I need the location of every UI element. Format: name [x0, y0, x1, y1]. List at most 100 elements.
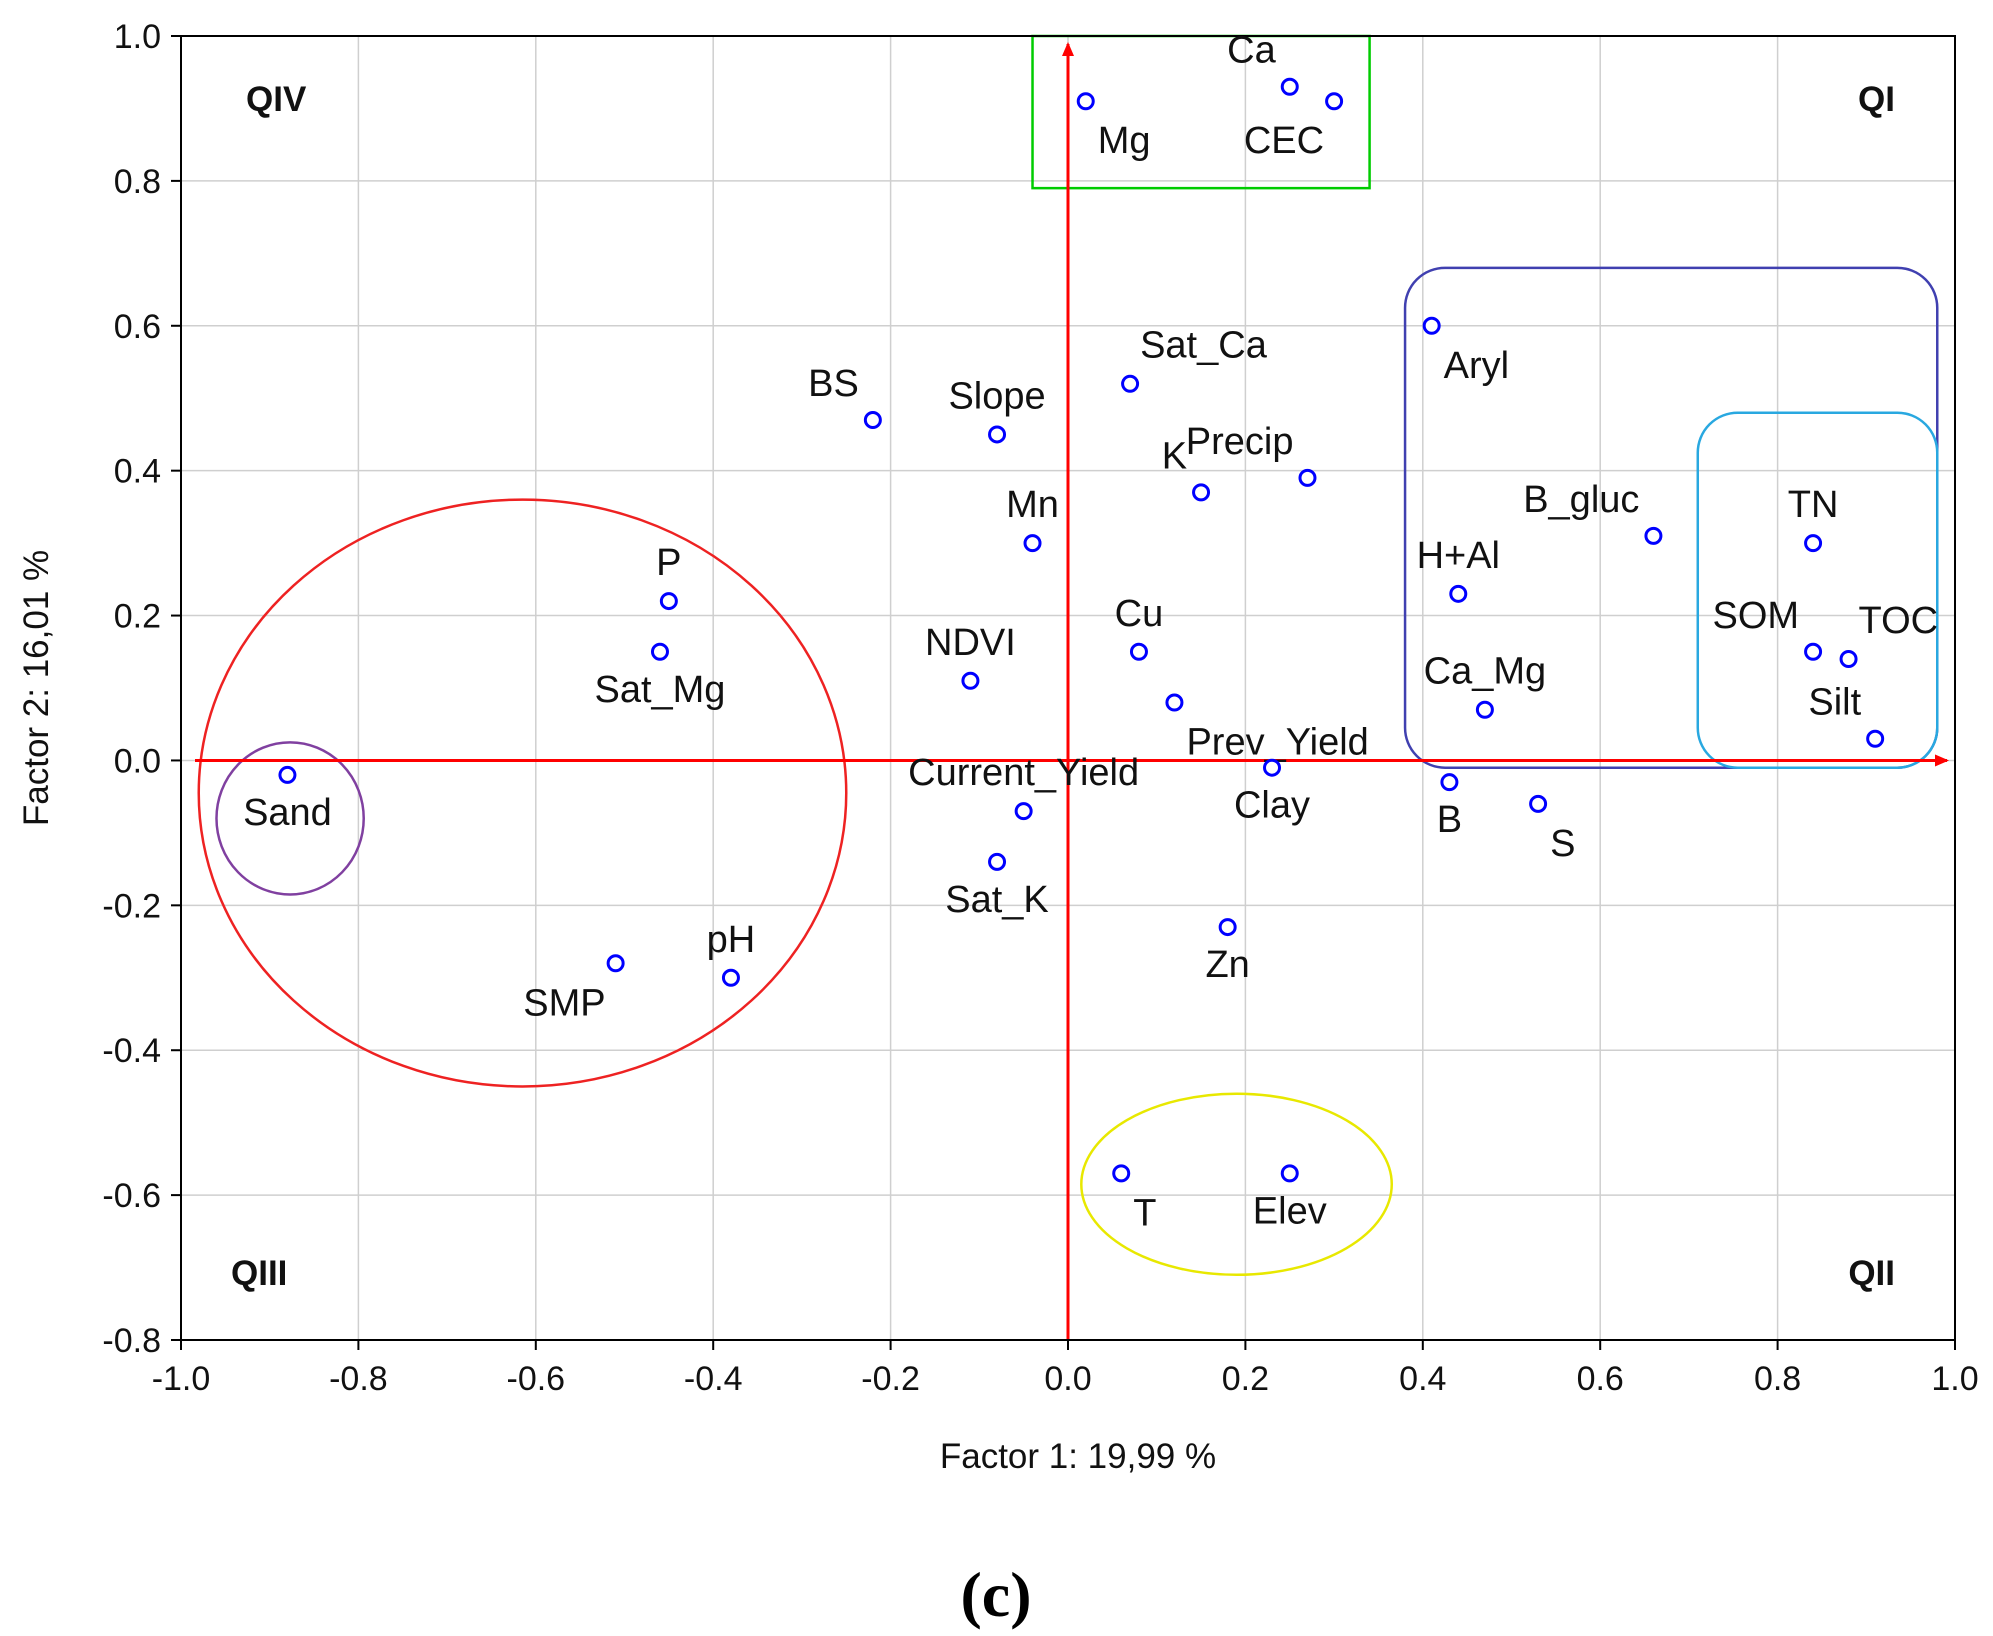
- point-label: Prev_Yield: [1186, 721, 1368, 763]
- quadrant-labels: QI QII QIII QIV: [231, 80, 1895, 1293]
- x-tick-label: -0.8: [329, 1360, 388, 1398]
- point-marker: [1529, 794, 1548, 813]
- quadrant-label: QIII: [231, 1254, 287, 1293]
- point-marker: [1839, 650, 1858, 669]
- y-tick-label: -0.6: [102, 1177, 161, 1215]
- point-marker: [1280, 77, 1299, 96]
- group-ellipse: [197, 498, 848, 1088]
- point-marker: [1192, 483, 1211, 502]
- point-marker: [863, 410, 882, 429]
- point-marker: [721, 968, 740, 987]
- x-tick-label: -0.6: [507, 1360, 566, 1398]
- axes-arrows: [195, 42, 1949, 1340]
- x-tick-label: 1.0: [1931, 1360, 1978, 1398]
- point-label: NDVI: [925, 622, 1016, 664]
- y-tick-label: -0.2: [102, 887, 161, 925]
- quadrant-label: QI: [1858, 80, 1895, 119]
- point-label: Clay: [1234, 785, 1310, 827]
- point-marker: [1804, 642, 1823, 661]
- point-label: Slope: [948, 375, 1045, 417]
- point-marker: [1263, 758, 1282, 777]
- point-label: Sand: [243, 792, 332, 834]
- point-label: Current_Yield: [908, 752, 1139, 794]
- point-marker: [1644, 526, 1663, 545]
- point-marker: [961, 671, 980, 690]
- point-label: S: [1550, 823, 1575, 865]
- point-label: Aryl: [1444, 345, 1509, 387]
- point-label: Sat_Ca: [1140, 325, 1268, 367]
- y-tick-label: 0.8: [114, 163, 161, 201]
- quadrant-label: QIV: [246, 80, 307, 119]
- point-marker: [1804, 534, 1823, 553]
- point-label: SOM: [1713, 595, 1800, 637]
- y-tick-label: 0.4: [114, 453, 161, 491]
- point-marker: [1023, 534, 1042, 553]
- x-tick-label: 0.4: [1399, 1360, 1446, 1398]
- tick-labels: -1.0 -0.8 -0.6 -0.4 -0.2 0.0 0.2 0.4 0.6 0.8 1.01.…: [102, 18, 1978, 1398]
- x-axis-title: Factor 1: 19,99 %: [940, 1437, 1216, 1476]
- point-marker: [1014, 802, 1033, 821]
- point-label: B: [1437, 799, 1462, 841]
- point-marker: [1298, 468, 1317, 487]
- point-marker: [1866, 729, 1885, 748]
- point-marker: [1475, 700, 1494, 719]
- point-label: Sat_Mg: [594, 669, 725, 711]
- point-marker: [278, 765, 297, 784]
- y-tick-label: -0.4: [102, 1032, 161, 1070]
- y-tick-label: 1.0: [114, 18, 161, 56]
- point-marker: [1280, 1164, 1299, 1183]
- y-tick-label: 0.0: [114, 742, 161, 780]
- x-tick-label: -0.2: [861, 1360, 920, 1398]
- point-marker: [650, 642, 669, 661]
- x-tick-label: 0.6: [1577, 1360, 1624, 1398]
- y-axis-title: Factor 2: 16,01 %: [17, 550, 56, 826]
- x-tick-label: -0.4: [684, 1360, 743, 1398]
- point-marker: [1325, 92, 1344, 111]
- point-label: BS: [808, 363, 859, 405]
- point-label: Mn: [1006, 484, 1059, 526]
- x-tick-label: 0.0: [1044, 1360, 1091, 1398]
- group-box: [1696, 411, 1939, 769]
- y-tick-label: -0.8: [102, 1322, 161, 1360]
- quadrant-label: QII: [1848, 1254, 1895, 1293]
- point-marker: [1165, 693, 1184, 712]
- point-marker: [1129, 642, 1148, 661]
- point-label: H+Al: [1417, 535, 1500, 577]
- point-label: Ca: [1227, 30, 1276, 72]
- point-label: T: [1133, 1192, 1156, 1234]
- group-ellipse: [1080, 1092, 1394, 1277]
- point-label: CEC: [1244, 120, 1324, 162]
- point-marker: [659, 592, 678, 611]
- point-marker: [606, 954, 625, 973]
- point-marker: [988, 852, 1007, 871]
- point-marker: [1076, 92, 1095, 111]
- point-label: K: [1162, 435, 1187, 477]
- point-marker: [1218, 918, 1237, 937]
- point-label: B_gluc: [1523, 479, 1639, 521]
- point-label: Sat_K: [945, 879, 1049, 921]
- point-marker: [1422, 316, 1441, 335]
- point-marker: [1112, 1164, 1131, 1183]
- point-label: pH: [707, 919, 756, 961]
- point-label: SMP: [523, 982, 605, 1024]
- point-marker: [1449, 584, 1468, 603]
- y-tick-label: 0.2: [114, 598, 161, 636]
- point-marker: [1121, 374, 1140, 393]
- x-tick-label: 0.8: [1754, 1360, 1801, 1398]
- x-tick-label: 0.2: [1222, 1360, 1269, 1398]
- point-label: Elev: [1253, 1190, 1327, 1232]
- point-label: Silt: [1808, 682, 1861, 724]
- point-marker: [988, 425, 1007, 444]
- point-label: Cu: [1115, 593, 1164, 635]
- point-label: Zn: [1205, 944, 1249, 986]
- y-tick-label: 0.6: [114, 308, 161, 346]
- point-marker: [1440, 773, 1459, 792]
- x-tick-label: -1.0: [152, 1360, 211, 1398]
- point-label: P: [656, 542, 681, 584]
- point-label: Ca_Mg: [1424, 651, 1547, 693]
- point-label: Precip: [1186, 421, 1294, 463]
- point-label: TOC: [1859, 600, 1939, 642]
- group-ellipse: [215, 741, 365, 896]
